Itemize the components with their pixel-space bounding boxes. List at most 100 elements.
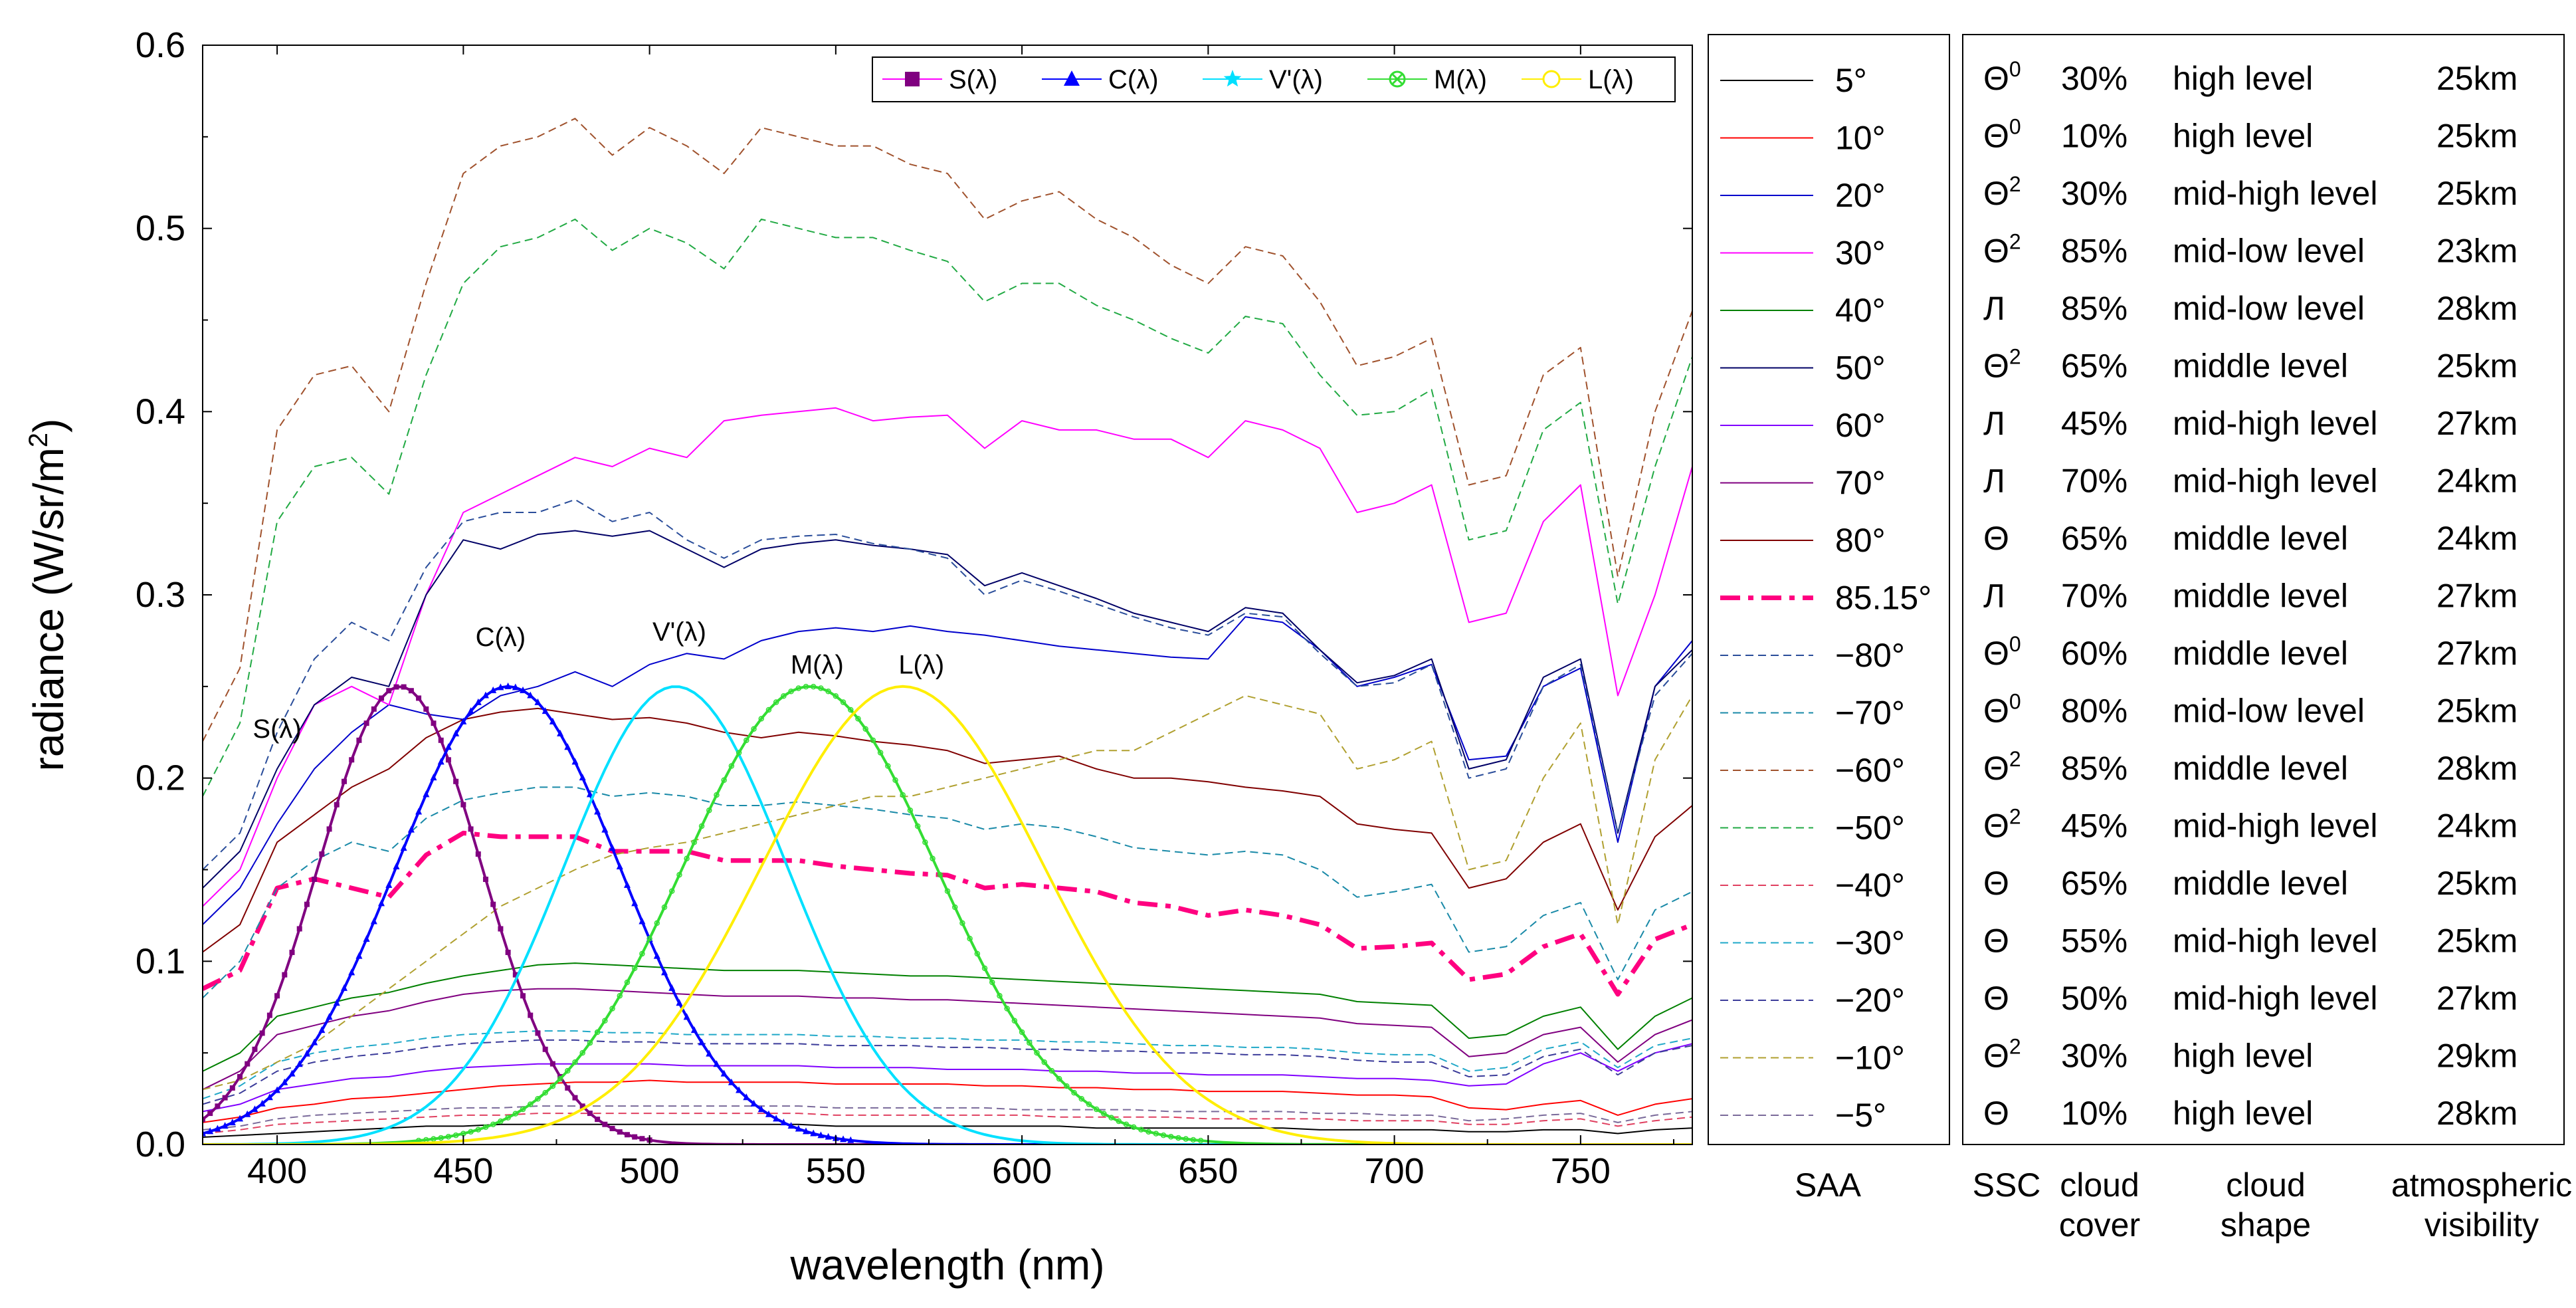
saa-label-16: −20° (1835, 982, 1905, 1019)
marker-3 (594, 1029, 601, 1036)
marker-1 (773, 1115, 780, 1122)
marker-1 (311, 1038, 318, 1045)
marker-0 (475, 851, 481, 857)
marker-0 (386, 688, 392, 694)
marker-3 (602, 1018, 608, 1024)
saa-label-12: −60° (1835, 752, 1905, 789)
marker-1 (340, 984, 347, 991)
marker-1 (668, 984, 676, 991)
marker-1 (840, 1135, 847, 1143)
x-tick-label: 400 (247, 1151, 307, 1191)
legend-label-1: C(λ) (1108, 65, 1159, 94)
ssc-cloud-cover: 65% (2061, 348, 2128, 385)
ssc-visibility: 25km (2436, 60, 2518, 97)
y-tick-label: 0.2 (136, 758, 185, 798)
saa-legend-box (1708, 34, 1950, 1145)
marker-1 (757, 1105, 765, 1113)
series-line-7 (203, 988, 1692, 1091)
marker-1 (370, 917, 377, 925)
marker-3 (1145, 1129, 1151, 1135)
marker-1 (490, 686, 497, 693)
marker-3 (1048, 1067, 1055, 1074)
marker-3 (549, 1083, 556, 1089)
marker-1 (355, 952, 363, 959)
ssc-header-cover-1: cloud (2060, 1166, 2139, 1204)
marker-0 (512, 972, 518, 978)
saa-label-18: −5° (1835, 1097, 1886, 1134)
marker-0 (423, 706, 429, 712)
series-line-10 (203, 498, 1692, 871)
marker-3 (788, 688, 794, 695)
marker-1 (378, 899, 385, 907)
series-line-17 (203, 695, 1692, 1091)
marker-3 (609, 1006, 615, 1012)
ssc-symbol: Θ (1983, 1095, 2009, 1132)
marker-1 (594, 808, 601, 815)
marker-0 (408, 688, 414, 694)
x-axis-label: wavelength (nm) (789, 1241, 1104, 1289)
ssc-symbol: Л (1983, 578, 2005, 615)
marker-1 (623, 881, 631, 888)
ssc-symbol-base: Θ (1983, 923, 2009, 960)
marker-0 (341, 778, 347, 784)
marker-3 (1108, 1115, 1114, 1121)
marker-3 (743, 737, 749, 744)
ssc-visibility: 25km (2436, 348, 2518, 385)
marker-3 (1027, 1039, 1033, 1046)
marker-0 (207, 1111, 213, 1117)
curve-label-3: M(λ) (791, 651, 844, 680)
marker-3 (579, 1049, 585, 1056)
legend-triangle-marker (1064, 70, 1080, 86)
ssc-cloud-shape: mid-high level (2173, 463, 2377, 500)
marker-0 (401, 684, 407, 690)
marker-3 (1078, 1095, 1085, 1102)
series-line-0 (203, 1123, 1692, 1138)
ssc-cloud-shape: middle level (2173, 578, 2348, 615)
ssc-table-box (1962, 34, 2565, 1145)
marker-3 (1197, 1137, 1204, 1144)
marker-3 (1175, 1135, 1181, 1141)
marker-1 (616, 862, 623, 869)
marker-3 (490, 1121, 496, 1127)
saa-label-9: 85.15° (1835, 580, 1932, 617)
ssc-symbol-base: Θ (1983, 1037, 2009, 1075)
ssc-symbol-base: Л (1983, 290, 2005, 327)
y-axis-label-sup: 2 (24, 433, 53, 447)
ssc-symbol-sup: 2 (2009, 172, 2021, 196)
ssc-visibility: 27km (2436, 980, 2518, 1017)
marker-1 (825, 1133, 832, 1140)
marker-0 (266, 1012, 272, 1018)
ssc-cloud-cover: 70% (2061, 463, 2128, 500)
marker-0 (624, 1132, 630, 1138)
marker-3 (1019, 1029, 1025, 1036)
curve-label-2: V'(λ) (652, 617, 706, 647)
marker-3 (1131, 1124, 1137, 1131)
marker-1 (690, 1026, 698, 1034)
x-tick-label: 650 (1178, 1151, 1238, 1191)
marker-1 (557, 729, 564, 736)
marker-1 (393, 862, 400, 869)
ssc-symbol: Θ0 (1983, 115, 2021, 155)
marker-3 (505, 1115, 511, 1121)
marker-1 (400, 844, 407, 851)
ssc-visibility: 25km (2436, 693, 2518, 730)
marker-3 (1064, 1083, 1070, 1089)
saa-label-13: −50° (1835, 810, 1905, 847)
marker-0 (274, 993, 280, 999)
ssc-cloud-shape: mid-high level (2173, 980, 2377, 1017)
saa-label-2: 20° (1835, 177, 1886, 214)
marker-0 (482, 876, 488, 882)
marker-1 (430, 774, 437, 781)
marker-3 (795, 685, 802, 691)
marker-0 (602, 1121, 608, 1127)
ssc-symbol-base: Θ (1983, 348, 2009, 385)
marker-1 (527, 691, 534, 699)
ssc-cloud-cover: 50% (2061, 980, 2128, 1017)
marker-3 (974, 950, 981, 957)
sensitivity-curve-0 (203, 685, 1692, 1144)
marker-3 (445, 1133, 452, 1140)
ssc-symbol: Θ (1983, 923, 2009, 960)
marker-1 (482, 691, 489, 699)
marker-0 (535, 1030, 541, 1036)
marker-3 (951, 904, 958, 911)
